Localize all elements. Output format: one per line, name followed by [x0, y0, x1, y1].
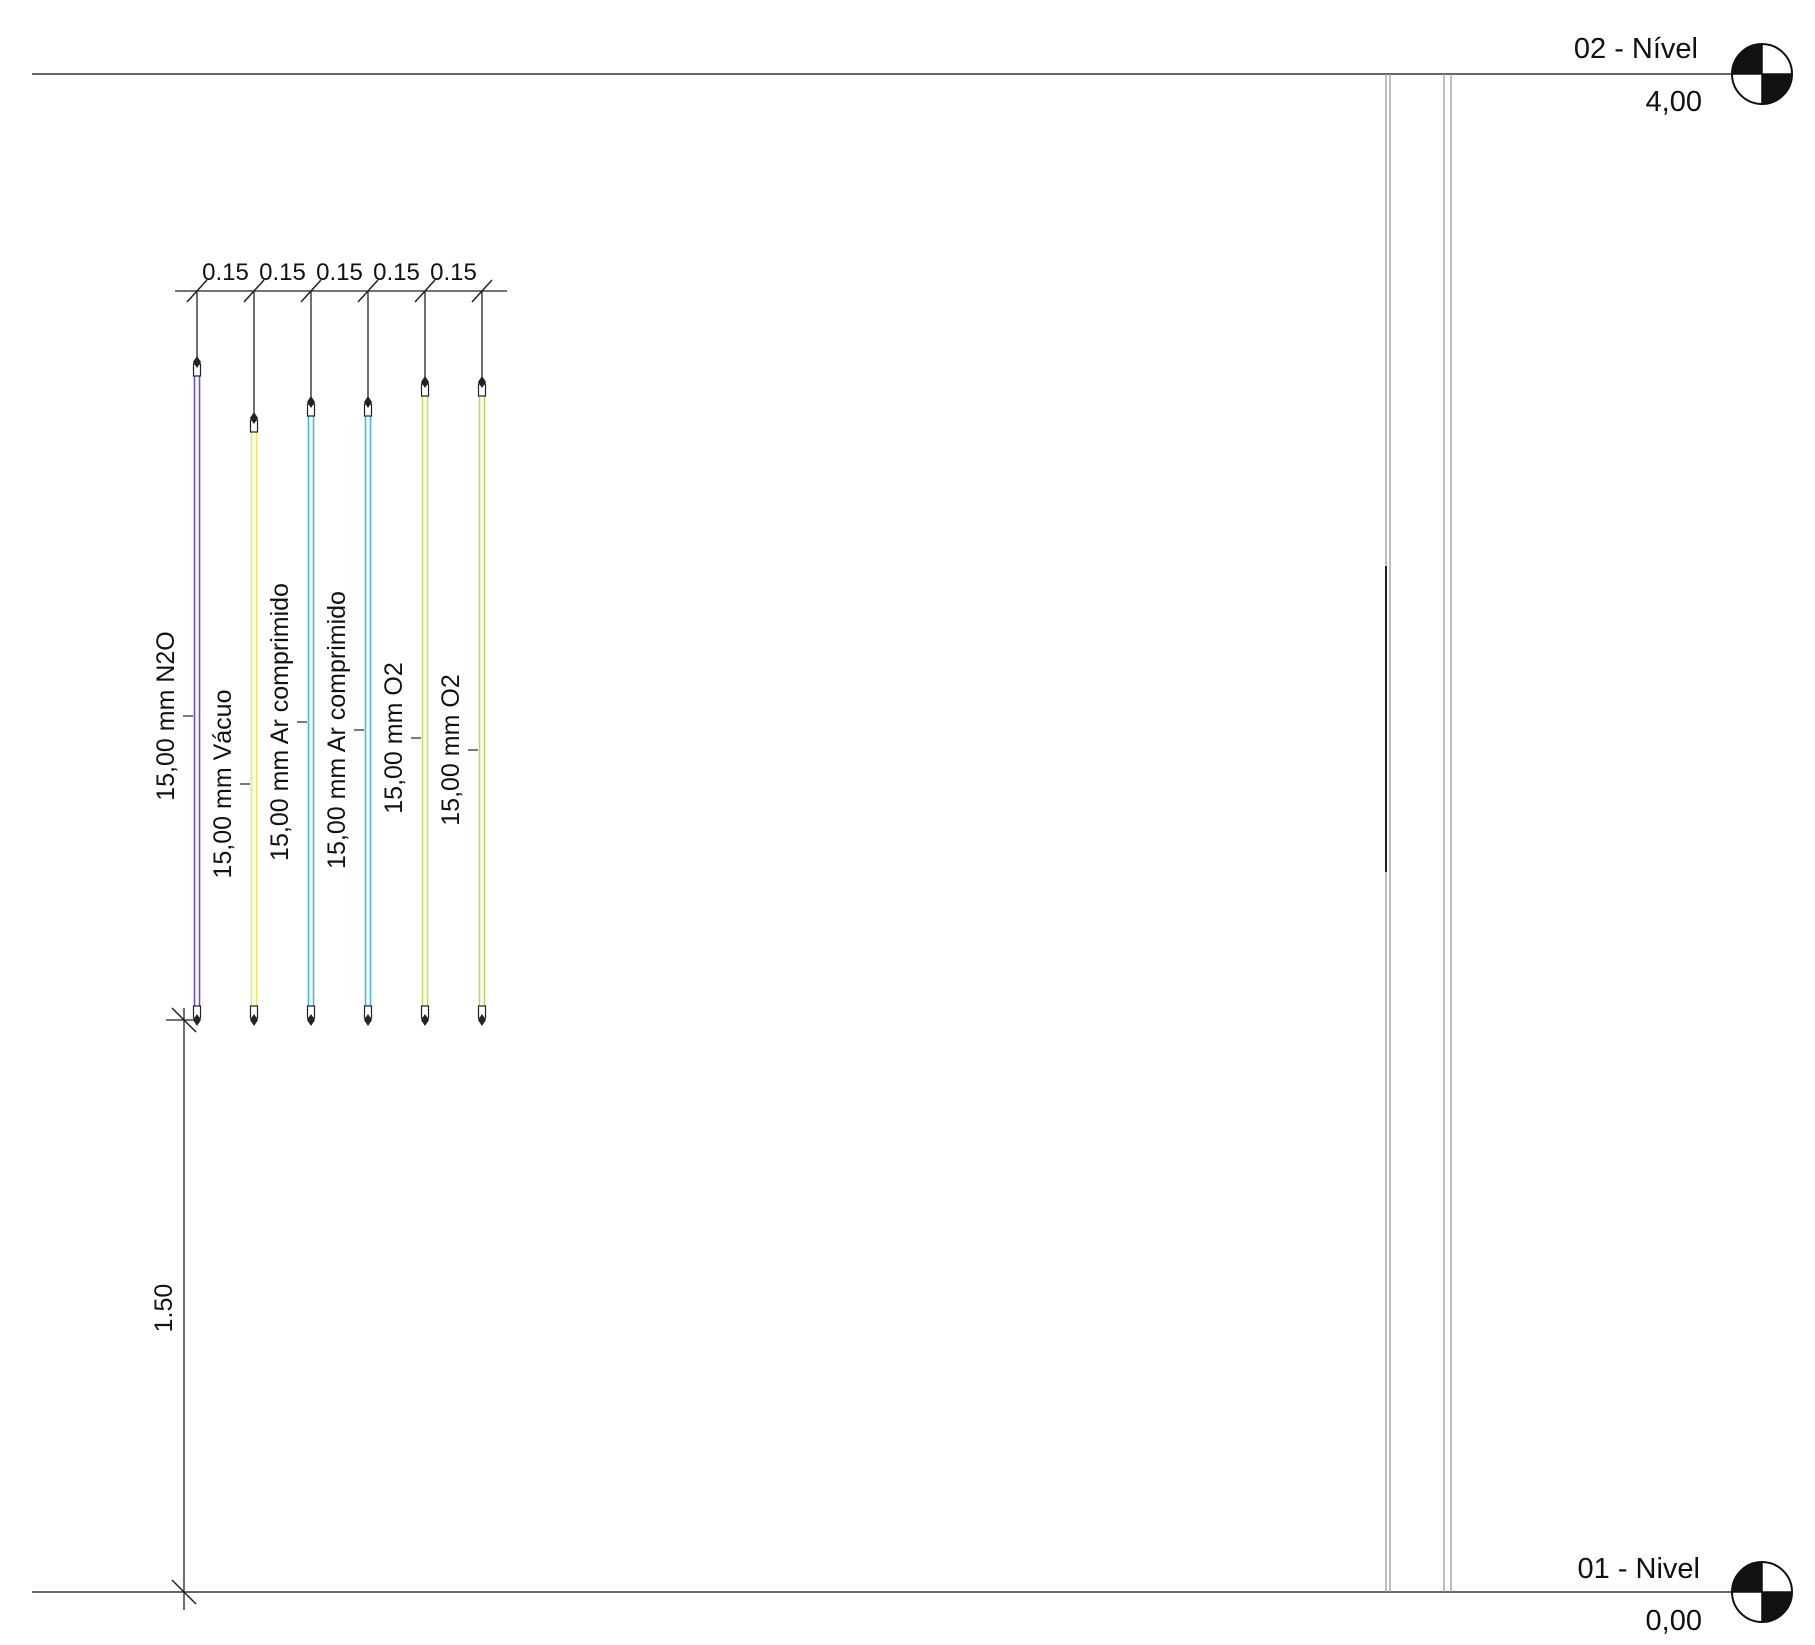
- spacing-dimension-label: 0.15: [373, 259, 420, 286]
- spacing-dimension-label: 0.15: [202, 259, 249, 286]
- level-top-elevation: 4,00: [1646, 86, 1702, 118]
- height-dimension-tick-top: [171, 1007, 197, 1033]
- pipe-4[interactable]: 15,00 mm Ar comprimido: [323, 291, 373, 1026]
- level-top-symbol: [1731, 43, 1793, 105]
- pipe-5[interactable]: 15,00 mm O2: [380, 291, 430, 1026]
- spacing-dimension-label: 0.15: [430, 259, 477, 286]
- pipe-top-cap: [478, 376, 486, 388]
- pipe-bottom-cap: [421, 1014, 429, 1026]
- pipe-top-cap: [250, 412, 258, 424]
- level-top-name: 02 - Nível: [1574, 33, 1698, 65]
- pipe-label: 15,00 mm O2: [437, 674, 465, 825]
- pipe-top-cap: [421, 376, 429, 388]
- pipe-label: 15,00 mm Vácuo: [209, 690, 237, 879]
- pipe-6[interactable]: 15,00 mm O2: [437, 291, 487, 1026]
- pipe-bottom-cap: [307, 1014, 315, 1026]
- spacing-dimension-label: 0.15: [316, 259, 363, 286]
- level-bottom-symbol: [1731, 1561, 1793, 1623]
- pipe-2[interactable]: 15,00 mm Vácuo: [209, 291, 259, 1026]
- height-dimension-tick-bottom: [171, 1579, 197, 1605]
- pipe-bottom-cap: [478, 1014, 486, 1026]
- pipe-bottom-cap: [250, 1014, 258, 1026]
- pipe-bottom-cap: [364, 1014, 372, 1026]
- wall-lines: [1385, 74, 1452, 1592]
- level-bottom-elevation: 0,00: [1646, 1605, 1702, 1637]
- pipe-3[interactable]: 15,00 mm Ar comprimido: [266, 291, 316, 1026]
- pipe-label: 15,00 mm Ar comprimido: [323, 591, 351, 869]
- pipe-bottom-cap: [193, 1014, 201, 1026]
- height-dimension-label: 1.50: [150, 1284, 178, 1333]
- pipe-label: 15,00 mm O2: [380, 662, 408, 813]
- spacing-dimension-label: 0.15: [259, 259, 306, 286]
- pipe-label: 15,00 mm Ar comprimido: [266, 583, 294, 861]
- pipe-1[interactable]: 15,00 mm N2O: [152, 291, 202, 1026]
- level-bottom-name: 01 - Nivel: [1578, 1553, 1701, 1585]
- pipe-top-cap: [193, 356, 201, 368]
- pipes-group: 15,00 mm N2O 15,00 mm Vácuo 15,00 mm Ar co…: [152, 291, 487, 1026]
- pipe-top-cap: [364, 396, 372, 408]
- pipe-label: 15,00 mm N2O: [152, 631, 180, 801]
- pipe-top-cap: [307, 396, 315, 408]
